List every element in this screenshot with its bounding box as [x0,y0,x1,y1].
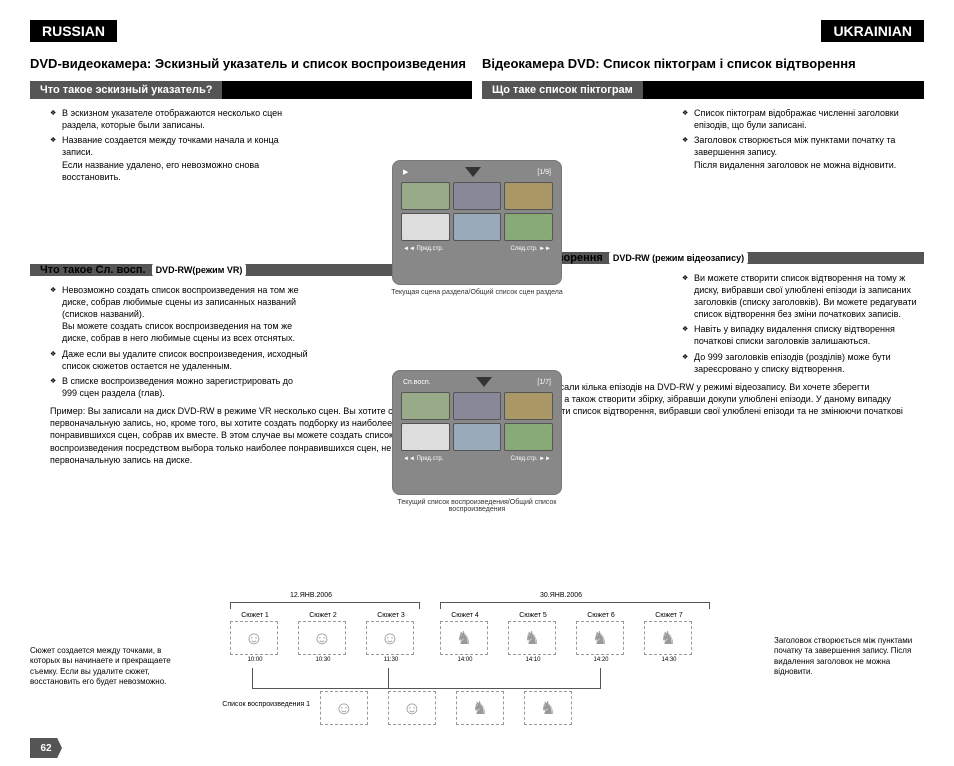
thumb [453,392,502,420]
bracket2 [440,602,710,610]
thumb [504,392,553,420]
scene-label: Сюжет 5 [508,612,558,619]
scene-thumb: ☺ [230,621,278,655]
thumb [453,423,502,451]
scene-thumb: ♞ [440,621,488,655]
scene-thumb: ☺ [298,621,346,655]
scene-label: Сюжет 1 [230,612,280,619]
left-s2-bullet2: Даже если вы удалите список воспроизведе… [50,348,310,372]
time-label: 10:30 [298,657,348,663]
scene-label: Сюжет 6 [576,612,626,619]
right-section2-badge: DVD-RW (режим відеозапису) [609,252,748,264]
screen1-next: След.стр. ►► [510,246,551,252]
screen1-play-icon: ▶ [403,168,408,176]
time-label: 14:00 [440,657,490,663]
left-section2-title: Что такое Сл. восп. [30,264,146,276]
playlist-thumb: ☺ [388,691,436,725]
page-number-wrap: 62 [30,738,62,758]
lang-badge-right: UKRAINIAN [821,20,924,42]
right-side-note: Заголовок створюється між пунктами почат… [774,636,924,678]
playlist-thumb: ♞ [524,691,572,725]
lang-badge-left: RUSSIAN [30,20,117,42]
right-s1-bullet1: Список піктограм відображає численні заг… [682,107,924,131]
right-s2-bullet1: Ви можете створити список відтворення на… [682,272,924,321]
scene-label: Сюжет 4 [440,612,490,619]
screen1: ▶ [1/9] ◄◄ Пред.стр. След.стр. ►► [392,160,562,285]
time-label: 11:30 [366,657,416,663]
screen1-marker-icon [465,167,481,177]
right-section1-title: Що таке список піктограм [482,81,643,99]
left-title: DVD-видеокамера: Эскизный указатель и сп… [30,56,472,71]
screen2-marker-icon [476,377,492,387]
left-s2-bullet1: Невозможно создать список воспроизведени… [50,284,310,345]
screen2-prev: ◄◄ Пред.стр. [403,456,443,462]
scene-thumb: ♞ [644,621,692,655]
playlist-thumb: ♞ [456,691,504,725]
screen1-counter: [1/9] [537,169,551,176]
scene-thumb: ☺ [366,621,414,655]
bracket1 [230,602,420,610]
screen2-caption: Текущий список воспроизведения/Общий спи… [387,499,567,513]
left-section2-badge: DVD-RW(режим VR) [152,264,247,276]
connector [388,668,389,688]
screen1-prev: ◄◄ Пред.стр. [403,246,443,252]
screen2-header-left: Сп.восп. [403,379,431,386]
thumb [401,392,450,420]
left-s2-bullet3: В списке воспроизведения можно зарегистр… [50,375,310,399]
left-section1-title: Что такое эскизный указатель? [30,81,222,99]
right-s1-bullet2: Заголовок створюється між пунктами почат… [682,134,924,170]
screen1-caption: Текущая сцена раздела/Общий список сцен … [387,289,567,296]
thumb [504,182,553,210]
time-label: 10:00 [230,657,280,663]
thumb [504,423,553,451]
thumb [504,213,553,241]
thumb [401,182,450,210]
date1: 12.ЯНВ.2006 [290,592,332,599]
right-s2-bullet3: До 999 заголовків епізодів (розділів) мо… [682,351,924,375]
scene-thumb: ♞ [576,621,624,655]
playlist-thumb: ☺ [320,691,368,725]
playlist-label: Список воспроизведения 1 [220,701,310,708]
left-side-note: Сюжет создается между точками, в которых… [30,646,180,688]
page-number: 62 [30,738,62,758]
screen2-counter: [1/7] [537,379,551,386]
scene-label: Сюжет 2 [298,612,348,619]
screen2-wrap: Сп.восп. [1/7] ◄◄ Пред.стр. След.стр. ►►… [387,370,567,513]
scene-label: Сюжет 7 [644,612,694,619]
timeline-diagram: Сюжет создается между точками, в которых… [60,606,894,736]
screen2: Сп.восп. [1/7] ◄◄ Пред.стр. След.стр. ►► [392,370,562,495]
screen2-next: След.стр. ►► [510,456,551,462]
connector [600,668,601,688]
connector [252,668,253,688]
left-s1-bullet2: Название создается между точками начала … [50,134,310,183]
right-s2-bullet2: Навіть у випадку видалення списку відтво… [682,323,924,347]
time-label: 14:30 [644,657,694,663]
screen1-wrap: ▶ [1/9] ◄◄ Пред.стр. След.стр. ►► Текуща… [387,160,567,296]
thumb [453,213,502,241]
thumb [401,213,450,241]
time-label: 14:10 [508,657,558,663]
thumb [401,423,450,451]
date2: 30.ЯНВ.2006 [540,592,582,599]
time-label: 14:20 [576,657,626,663]
connector [252,688,601,689]
thumb [453,182,502,210]
scene-thumb: ♞ [508,621,556,655]
right-title: Відеокамера DVD: Список піктограм і спис… [482,56,924,71]
left-s1-bullet1: В эскизном указателе отображаются нескол… [50,107,310,131]
scene-label: Сюжет 3 [366,612,416,619]
